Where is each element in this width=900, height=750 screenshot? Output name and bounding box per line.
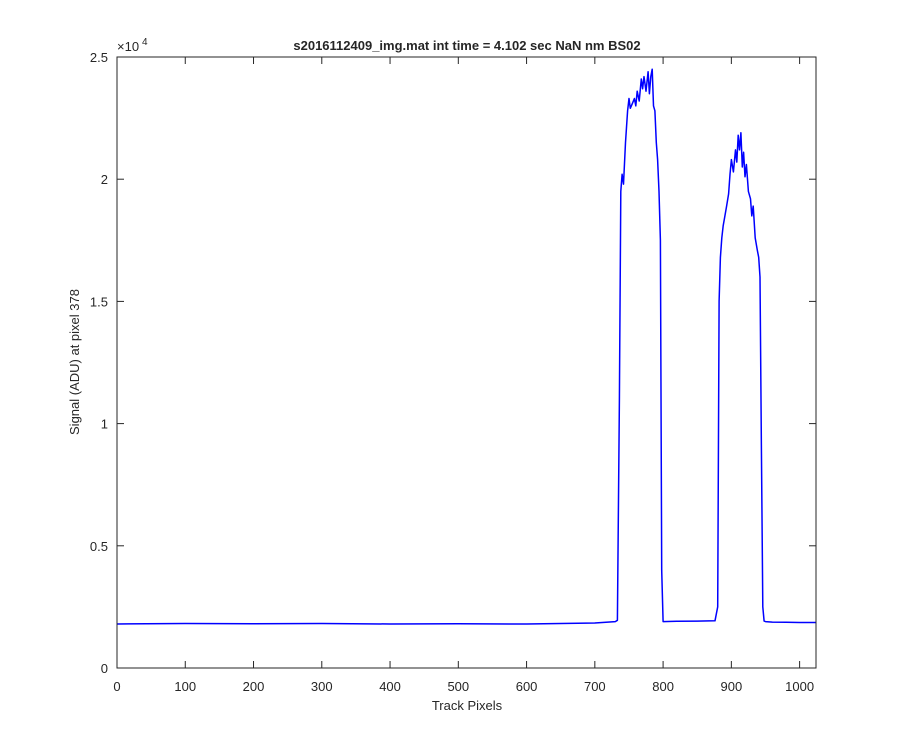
- x-tick-label: 100: [174, 679, 196, 694]
- x-tick-label: 200: [243, 679, 265, 694]
- x-tick-label: 400: [379, 679, 401, 694]
- y-tick-label: 1.5: [90, 294, 108, 309]
- y-axis-exponent-power: 4: [142, 37, 148, 48]
- y-tick-label: 2.5: [90, 50, 108, 65]
- x-tick-label: 700: [584, 679, 606, 694]
- tick-layer: 0 100 200 300 400 500 600 700 800 900 1000 0 0.5 1 1.5…: [90, 50, 816, 694]
- series-line-0: [116, 68, 816, 625]
- x-tick-label: 1000: [785, 679, 814, 694]
- y-tick-label: 0.5: [90, 539, 108, 554]
- x-tick-label: 300: [311, 679, 333, 694]
- y-axis-exponent: ×10 4: [117, 37, 148, 54]
- x-tick-label: 600: [516, 679, 538, 694]
- chart-title: s2016112409_img.mat int time = 4.102 sec…: [293, 38, 640, 53]
- plot-area: [117, 57, 816, 668]
- y-tick-label: 2: [101, 172, 108, 187]
- x-tick-label: 800: [652, 679, 674, 694]
- y-axis-exponent-base: ×10: [117, 39, 139, 54]
- y-axis-label: Signal (ADU) at pixel 378: [67, 289, 82, 435]
- x-tick-label: 0: [113, 679, 120, 694]
- x-tick-label: 900: [721, 679, 743, 694]
- x-axis-label: Track Pixels: [432, 698, 503, 713]
- x-tick-label: 500: [447, 679, 469, 694]
- y-tick-label: 1: [101, 417, 108, 432]
- series-layer: [116, 68, 816, 625]
- plot-frame: [116, 56, 817, 669]
- y-tick-label: 0: [101, 661, 108, 676]
